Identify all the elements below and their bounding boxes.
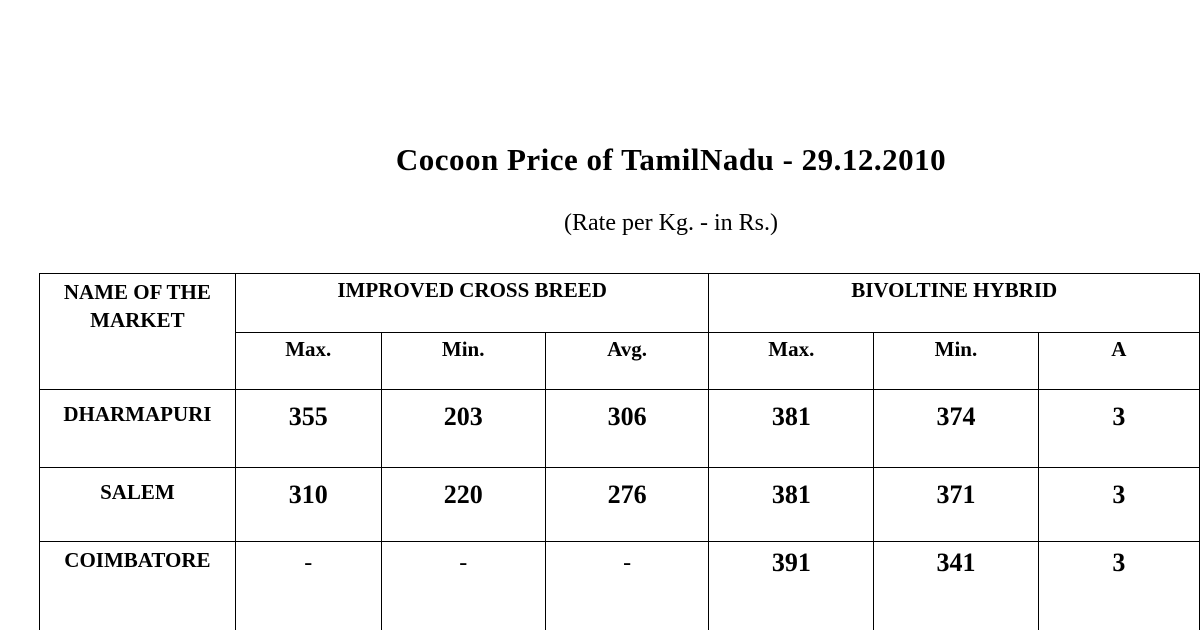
price-cell: 374	[873, 389, 1039, 468]
price-cell: 381	[708, 389, 875, 468]
group-header-bivoltine-hybrid: BIVOLTINE HYBRID	[708, 273, 1200, 333]
price-cell: -	[544, 541, 710, 630]
price-cell: 3	[1037, 541, 1200, 630]
price-cell: 355	[234, 389, 382, 468]
price-cell: 391	[708, 541, 875, 630]
cocoon-price-table: NAME OF THE MARKET IMPROVED CROSS BREED …	[39, 273, 1200, 630]
price-cell: 306	[544, 389, 710, 468]
price-cell: -	[234, 541, 382, 630]
table-row: DHARMAPURI 355 203 306 381 374 3	[39, 389, 1200, 468]
table-header-row: NAME OF THE MARKET IMPROVED CROSS BREED …	[39, 273, 1200, 390]
market-column-header: NAME OF THE MARKET	[39, 273, 236, 390]
price-cell: 371	[873, 467, 1039, 542]
price-cell: 203	[380, 389, 546, 468]
subheader-avg: A	[1037, 332, 1200, 390]
table-row: SALEM 310 220 276 381 371 3	[39, 467, 1200, 542]
page-title: Cocoon Price of TamilNadu - 29.12.2010	[395, 142, 947, 177]
price-cell: 220	[380, 467, 546, 542]
group-header-improved-cross-breed: IMPROVED CROSS BREED	[234, 273, 710, 333]
market-name: COIMBATORE	[39, 541, 236, 630]
price-cell: 341	[873, 541, 1039, 630]
subheader-min: Min.	[380, 332, 546, 390]
price-cell: 310	[234, 467, 382, 542]
subheader-min: Min.	[873, 332, 1039, 390]
page-subtitle: (Rate per Kg. - in Rs.)	[564, 210, 778, 236]
market-name: DHARMAPURI	[39, 389, 236, 468]
subheader-max: Max.	[234, 332, 382, 390]
price-cell: 381	[708, 467, 875, 542]
price-cell: 276	[544, 467, 710, 542]
price-cell: 3	[1037, 467, 1200, 542]
market-name: SALEM	[39, 467, 236, 542]
subheader-avg: Avg.	[544, 332, 710, 390]
price-cell: -	[380, 541, 546, 630]
table-row: COIMBATORE - - - 391 341 3	[39, 541, 1200, 630]
price-cell: 3	[1037, 389, 1200, 468]
subheader-max: Max.	[708, 332, 875, 390]
